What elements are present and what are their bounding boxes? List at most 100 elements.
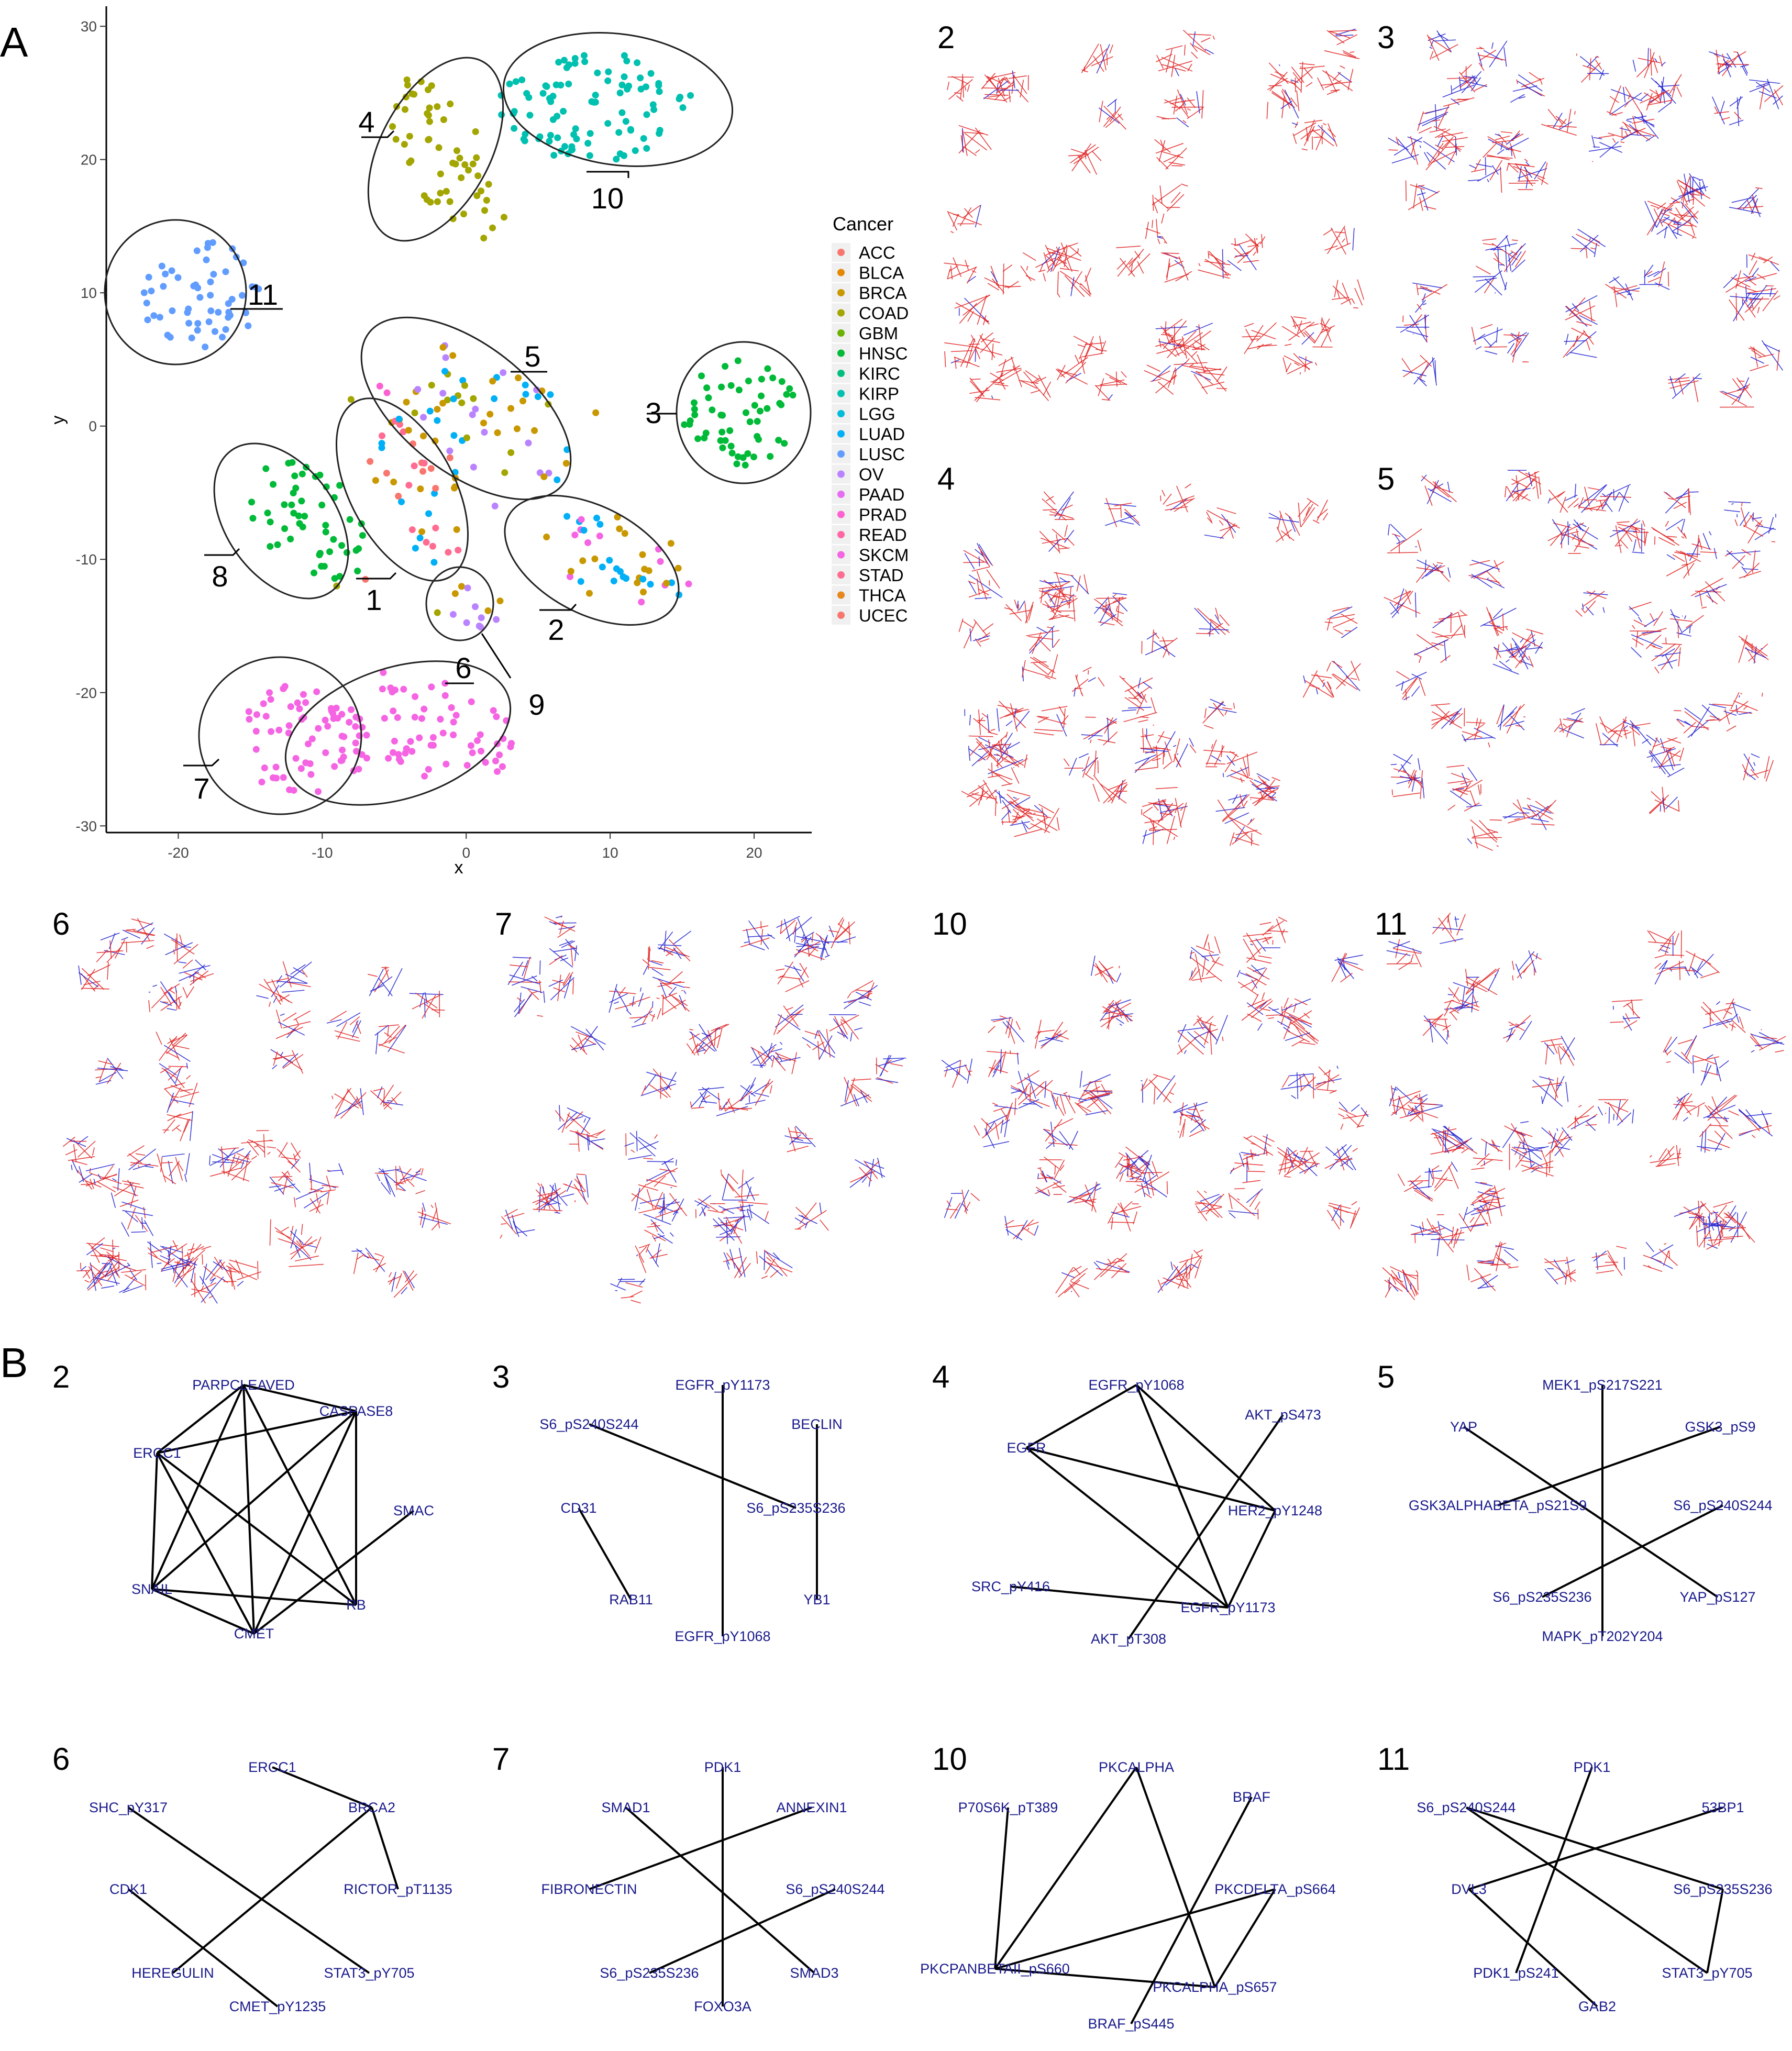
glyph-edge [1002,1119,1010,1125]
glyph-edge [1229,1212,1236,1218]
glyph-edge [1776,349,1780,371]
glyph-edge [1497,149,1505,155]
glyph-edge [1544,1042,1555,1055]
glyph-edge [1475,346,1482,350]
glyph-edge [1623,1020,1638,1029]
glyph-edge [1761,692,1763,697]
glyph-edge [1622,720,1641,729]
glyph-edge [1693,1055,1694,1073]
glyph-edge [1583,65,1596,71]
scatter-point [313,688,320,695]
glyph-edge [1014,807,1033,818]
glyph-edge [1491,42,1494,49]
glyph-edge [1623,731,1632,736]
glyph-edge [1039,585,1057,599]
glyph-edge [1044,1081,1047,1098]
glyph-edge [507,1213,525,1219]
glyph-edge [1654,58,1658,63]
glyph-edge [1060,361,1082,377]
glyph-edge [512,957,532,959]
glyph-edge [1298,1147,1308,1168]
glyph-edge [1025,275,1036,281]
glyph-edge [501,1216,517,1235]
glyph-edge [756,1251,758,1264]
glyph-edge [1038,585,1064,590]
glyph-edge [129,1270,138,1281]
glyph-edge [1394,591,1411,606]
glyph-edge [1005,1229,1023,1240]
glyph-edge [988,768,1011,785]
scatter-point [460,210,467,218]
glyph-edge [1082,667,1092,672]
scatter-point [210,271,217,278]
glyph-edge [1213,256,1229,276]
glyph-edge [982,318,990,325]
glyph-edge [1548,489,1568,513]
scatter-point [506,80,513,87]
glyph-edge [1723,59,1730,68]
glyph-edge [1085,1110,1108,1116]
glyph-edge [1036,626,1047,633]
glyph-edge [1115,610,1124,614]
glyph-edge [1109,376,1122,384]
glyph-edge [1466,722,1486,724]
glyph-edge [1051,1022,1064,1039]
glyph-edge [861,1177,867,1183]
scatter-point [571,531,579,539]
scatter-point [295,512,302,519]
glyph-edge [1770,261,1780,272]
glyph-edge [1197,1020,1204,1030]
y-tick-label: 30 [81,18,97,35]
glyph-edge [1510,147,1512,157]
glyph-edge [1304,356,1307,372]
glyph-edge [670,1232,674,1237]
glyph-edge [1179,1123,1185,1138]
glyph-edge [659,1168,676,1172]
glyph-edge [1001,821,1017,823]
glyph-edge [1021,380,1037,389]
glyph-edge [978,736,991,744]
glyph-edge [1667,1149,1671,1157]
scatter-point [145,273,152,281]
glyph-edge [1633,619,1647,627]
glyph-edge [130,1186,137,1208]
glyph-edge [1435,634,1464,638]
glyph-edge [1666,560,1696,577]
glyph-edge [1153,201,1158,214]
glyph-edge [1194,340,1210,351]
glyph-edge [727,1099,735,1113]
glyph-edge [396,1169,427,1181]
glyph-edge [819,1202,822,1214]
glyph-edge [1459,79,1472,88]
glyph-edge [1141,734,1154,737]
glyph-edge [1664,806,1665,811]
glyph-edge [377,1174,381,1181]
glyph-edge [964,208,973,218]
scatter-point [290,786,297,794]
glyph-edge [1665,520,1669,527]
scatter-point [518,76,526,83]
glyph-edge [1658,960,1668,970]
glyph-edge [1253,1136,1272,1147]
glyph-edge [1012,808,1021,817]
glyph-edge [571,1043,596,1050]
glyph-edge [1664,1036,1678,1053]
glyph-edge [1688,173,1705,195]
glyph-edge [1393,768,1407,773]
glyph-edge [1623,528,1633,542]
glyph-edge [293,1154,297,1163]
glyph-edge [1410,136,1419,165]
glyph-edge [755,1079,771,1106]
glyph-edge [969,741,982,756]
glyph-edge [760,1046,773,1061]
glyph-edge [1664,938,1672,956]
scatter-point [756,407,764,415]
glyph-edge [1730,296,1761,300]
glyph-edge [1558,121,1573,130]
glyph-edge [949,1202,961,1219]
glyph-edge [661,994,677,1010]
glyph-edge [1326,681,1335,698]
glyph-edge [1638,616,1642,623]
glyph-edge [659,1208,663,1215]
scatter-point [560,57,568,64]
